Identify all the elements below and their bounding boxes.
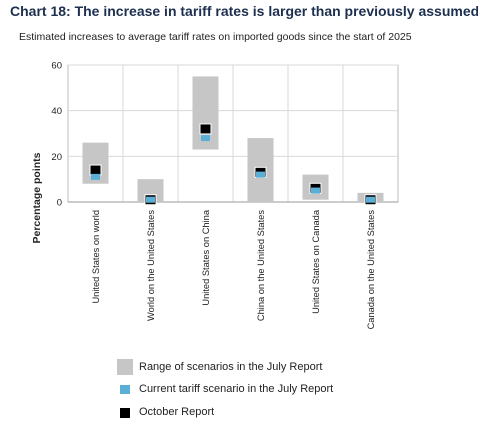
y-axis-ticks: 0 20 40 60 <box>51 61 62 209</box>
x-tick-label: World on the United States <box>146 210 156 321</box>
range-bar <box>137 179 164 202</box>
x-tick-label: United States on world <box>91 210 101 304</box>
july-marker <box>311 187 320 194</box>
gridlines <box>68 64 398 203</box>
july-marker <box>146 196 155 203</box>
july-marker <box>256 171 265 178</box>
legend-swatch-july <box>120 385 130 394</box>
x-axis-ticks: United States on world World on the Unite… <box>91 209 376 329</box>
july-marker <box>201 135 210 142</box>
y-tick-label: 60 <box>51 61 62 72</box>
chart-subtitle: Estimated increases to average tariff ra… <box>19 31 412 43</box>
x-tick-label: China on the United States <box>256 210 266 321</box>
legend-label-july: Current tariff scenario in the July Repo… <box>139 383 334 395</box>
chart-title: Chart 18: The increase in tariff rates i… <box>10 3 478 19</box>
october-marker <box>89 164 102 176</box>
x-tick-label: United States on China <box>201 209 211 305</box>
legend-swatch-october <box>120 408 130 418</box>
markers <box>89 123 377 206</box>
october-marker <box>199 123 212 135</box>
x-tick-label: United States on Canada <box>311 209 321 314</box>
y-tick-label: 20 <box>51 152 62 163</box>
legend-label-range: Range of scenarios in the July Report <box>139 361 323 373</box>
x-tick-label: Canada on the United States <box>366 210 376 330</box>
y-axis-label: Percentage points <box>31 152 43 243</box>
legend-swatch-range <box>117 359 133 375</box>
y-tick-label: 0 <box>57 198 62 209</box>
july-marker <box>366 196 375 203</box>
legend-label-october: October Report <box>139 406 215 418</box>
july-marker <box>91 173 100 180</box>
y-tick-label: 40 <box>51 106 62 117</box>
